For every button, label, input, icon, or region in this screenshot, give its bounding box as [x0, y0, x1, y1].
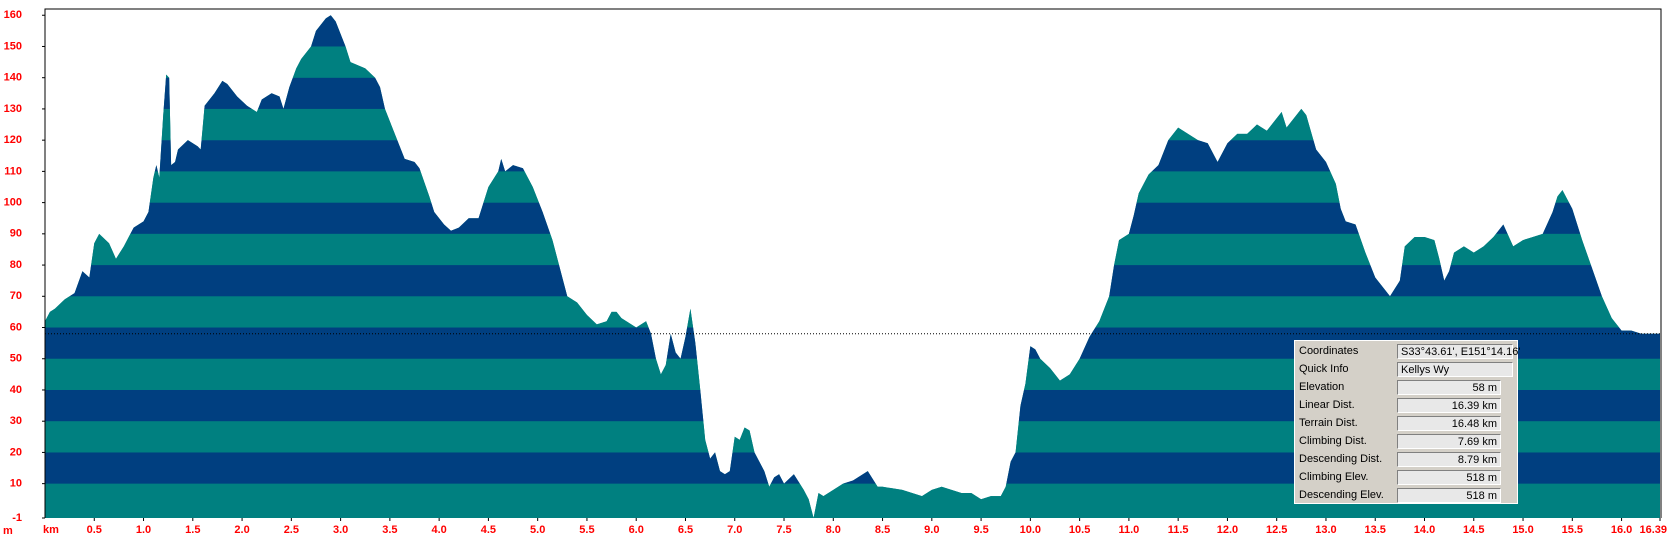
x-tick-label: 6.0 — [629, 524, 644, 536]
info-value: 518 m — [1397, 487, 1501, 503]
info-value: 58 m — [1397, 379, 1501, 395]
info-row: Quick Info Kellys Wy — [1297, 360, 1515, 378]
x-tick-label: 7.0 — [727, 524, 742, 536]
info-panel: Coordinates S33°43.61', E151°14.16' Quick … — [1294, 340, 1520, 504]
y-tick-label: 80 — [10, 259, 22, 271]
info-value: Kellys Wy — [1397, 361, 1513, 377]
info-label: Descending Elev. — [1299, 489, 1384, 501]
elevation-band — [45, 296, 1660, 328]
info-row: Climbing Dist. 7.69 km — [1297, 432, 1515, 450]
y-tick-label: 100 — [4, 197, 22, 209]
x-tick-label: 9.5 — [973, 524, 988, 536]
y-tick-label: 90 — [10, 228, 22, 240]
info-label: Descending Dist. — [1299, 453, 1383, 465]
y-tick-label: 150 — [4, 40, 22, 52]
x-tick-label: 10.0 — [1020, 524, 1041, 536]
x-tick-label: 1.0 — [136, 524, 151, 536]
x-tick-label: 13.5 — [1365, 524, 1386, 536]
info-value: 16.48 km — [1397, 415, 1501, 431]
info-label: Climbing Dist. — [1299, 435, 1367, 447]
info-label: Linear Dist. — [1299, 399, 1355, 411]
x-unit-label: km — [43, 524, 59, 536]
info-value: 8.79 km — [1397, 451, 1501, 467]
elevation-band — [45, 140, 1660, 172]
info-row: Elevation 58 m — [1297, 378, 1515, 396]
y-tick-label: 70 — [10, 290, 22, 302]
y-tick-label: 60 — [10, 321, 22, 333]
x-tick-label: 12.5 — [1266, 524, 1287, 536]
info-label: Climbing Elev. — [1299, 471, 1369, 483]
y-unit-label: m — [3, 525, 13, 537]
elevation-band — [45, 265, 1660, 297]
y-tick-label: 140 — [4, 72, 22, 84]
x-tick-label: 13.0 — [1315, 524, 1336, 536]
y-tick-label: 10 — [10, 478, 22, 490]
y-tick-label: 20 — [10, 446, 22, 458]
y-tick-label: 160 — [4, 9, 22, 21]
x-tick-label: 4.0 — [431, 524, 446, 536]
x-tick-label: 14.5 — [1463, 524, 1484, 536]
x-tick-label: 7.5 — [776, 524, 791, 536]
info-row: Linear Dist. 16.39 km — [1297, 396, 1515, 414]
y-tick-label: 110 — [4, 165, 22, 177]
elevation-band — [45, 202, 1660, 234]
x-tick-label: 15.5 — [1562, 524, 1583, 536]
info-label: Elevation — [1299, 381, 1345, 393]
info-value: 7.69 km — [1397, 433, 1501, 449]
x-tick-label: 11.0 — [1118, 524, 1139, 536]
elevation-band — [45, 171, 1660, 203]
info-label: Quick Info — [1299, 363, 1349, 375]
elevation-band — [45, 9, 1660, 15]
x-tick-label: 14.0 — [1414, 524, 1435, 536]
x-tick-label: 16.0 — [1611, 524, 1632, 536]
x-tick-label: 8.0 — [826, 524, 841, 536]
info-row: Coordinates S33°43.61', E151°14.16' — [1297, 342, 1520, 360]
x-tick-label: 6.5 — [678, 524, 693, 536]
x-tick-label: 10.5 — [1069, 524, 1090, 536]
x-tick-label: 3.0 — [333, 524, 348, 536]
y-tick-label: 30 — [10, 415, 22, 427]
x-tick-label: 5.0 — [530, 524, 545, 536]
info-value: 16.39 km — [1397, 397, 1501, 413]
y-tick-label: 50 — [10, 353, 22, 365]
x-tick-label: 1.5 — [185, 524, 200, 536]
x-tick-label: 9.0 — [924, 524, 939, 536]
info-row: Descending Dist. 8.79 km — [1297, 450, 1515, 468]
y-tick-label: -1 — [12, 512, 22, 524]
x-tick-label: 11.5 — [1168, 524, 1189, 536]
elevation-band — [45, 46, 1660, 78]
info-value: S33°43.61', E151°14.16' — [1397, 343, 1520, 359]
info-row: Climbing Elev. 518 m — [1297, 468, 1515, 486]
x-tick-label: 2.5 — [284, 524, 299, 536]
info-row: Terrain Dist. 16.48 km — [1297, 414, 1515, 432]
y-tick-label: 120 — [4, 134, 22, 146]
plot-frame — [44, 8, 1662, 518]
x-tick-label: 15.0 — [1512, 524, 1533, 536]
info-label: Coordinates — [1299, 345, 1359, 357]
info-label: Terrain Dist. — [1299, 417, 1358, 429]
x-tick-label: 3.5 — [382, 524, 397, 536]
elevation-band — [45, 77, 1660, 109]
x-tick-label: 16.39 — [1639, 524, 1667, 536]
x-tick-label: 12.0 — [1217, 524, 1238, 536]
info-value: 518 m — [1397, 469, 1501, 485]
x-tick-label: 4.5 — [481, 524, 496, 536]
x-tick-label: 5.5 — [579, 524, 594, 536]
y-tick-label: 40 — [10, 384, 22, 396]
x-tick-label: 0.5 — [87, 524, 102, 536]
elevation-band — [45, 233, 1660, 266]
x-tick-label: 2.0 — [234, 524, 249, 536]
x-tick-label: 8.5 — [875, 524, 890, 536]
y-tick-label: 130 — [4, 103, 22, 115]
info-row: Descending Elev. 518 m — [1297, 486, 1515, 504]
elevation-band — [45, 15, 1660, 47]
elevation-band — [45, 108, 1660, 141]
